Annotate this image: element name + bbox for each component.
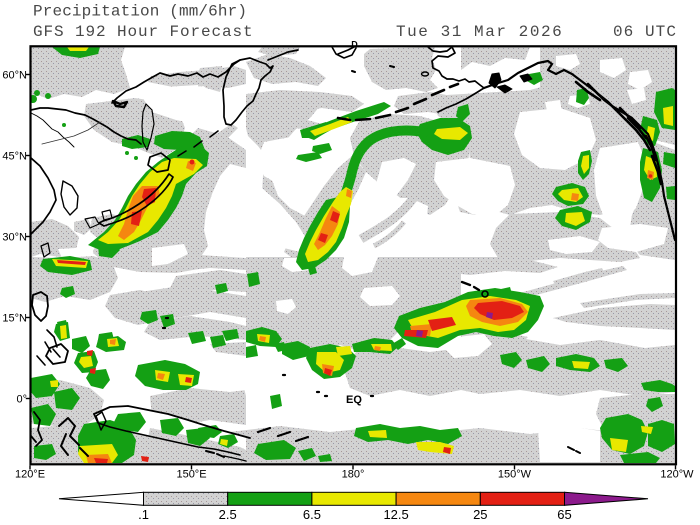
svg-text:15°N: 15°N [2,312,27,324]
svg-text:EQ: EQ [346,394,362,406]
svg-text:D: D [351,40,358,50]
svg-text:120°W: 120°W [660,469,694,481]
svg-text:GFS 192 Hour Forecast: GFS 192 Hour Forecast [33,23,254,41]
svg-text:30°N: 30°N [2,231,27,243]
svg-text:60°N: 60°N [2,69,27,81]
svg-text:25: 25 [473,507,487,522]
svg-text:45°N: 45°N [2,150,27,162]
svg-text:Tue 31 Mar 2026: Tue 31 Mar 2026 [396,23,563,41]
svg-text:150°W: 150°W [498,469,532,481]
svg-text:Precipitation (mm/6hr): Precipitation (mm/6hr) [33,3,247,21]
svg-text:6.5: 6.5 [303,507,321,522]
svg-text:12.5: 12.5 [383,507,408,522]
svg-text:.1: .1 [138,507,149,522]
svg-text:120°E: 120°E [15,469,45,481]
svg-text:06 UTC: 06 UTC [613,23,677,41]
svg-text:150°E: 150°E [176,469,206,481]
svg-text:65: 65 [557,507,571,522]
svg-text:2.5: 2.5 [219,507,237,522]
svg-text:0°: 0° [16,393,27,405]
svg-text:180°: 180° [342,469,365,481]
